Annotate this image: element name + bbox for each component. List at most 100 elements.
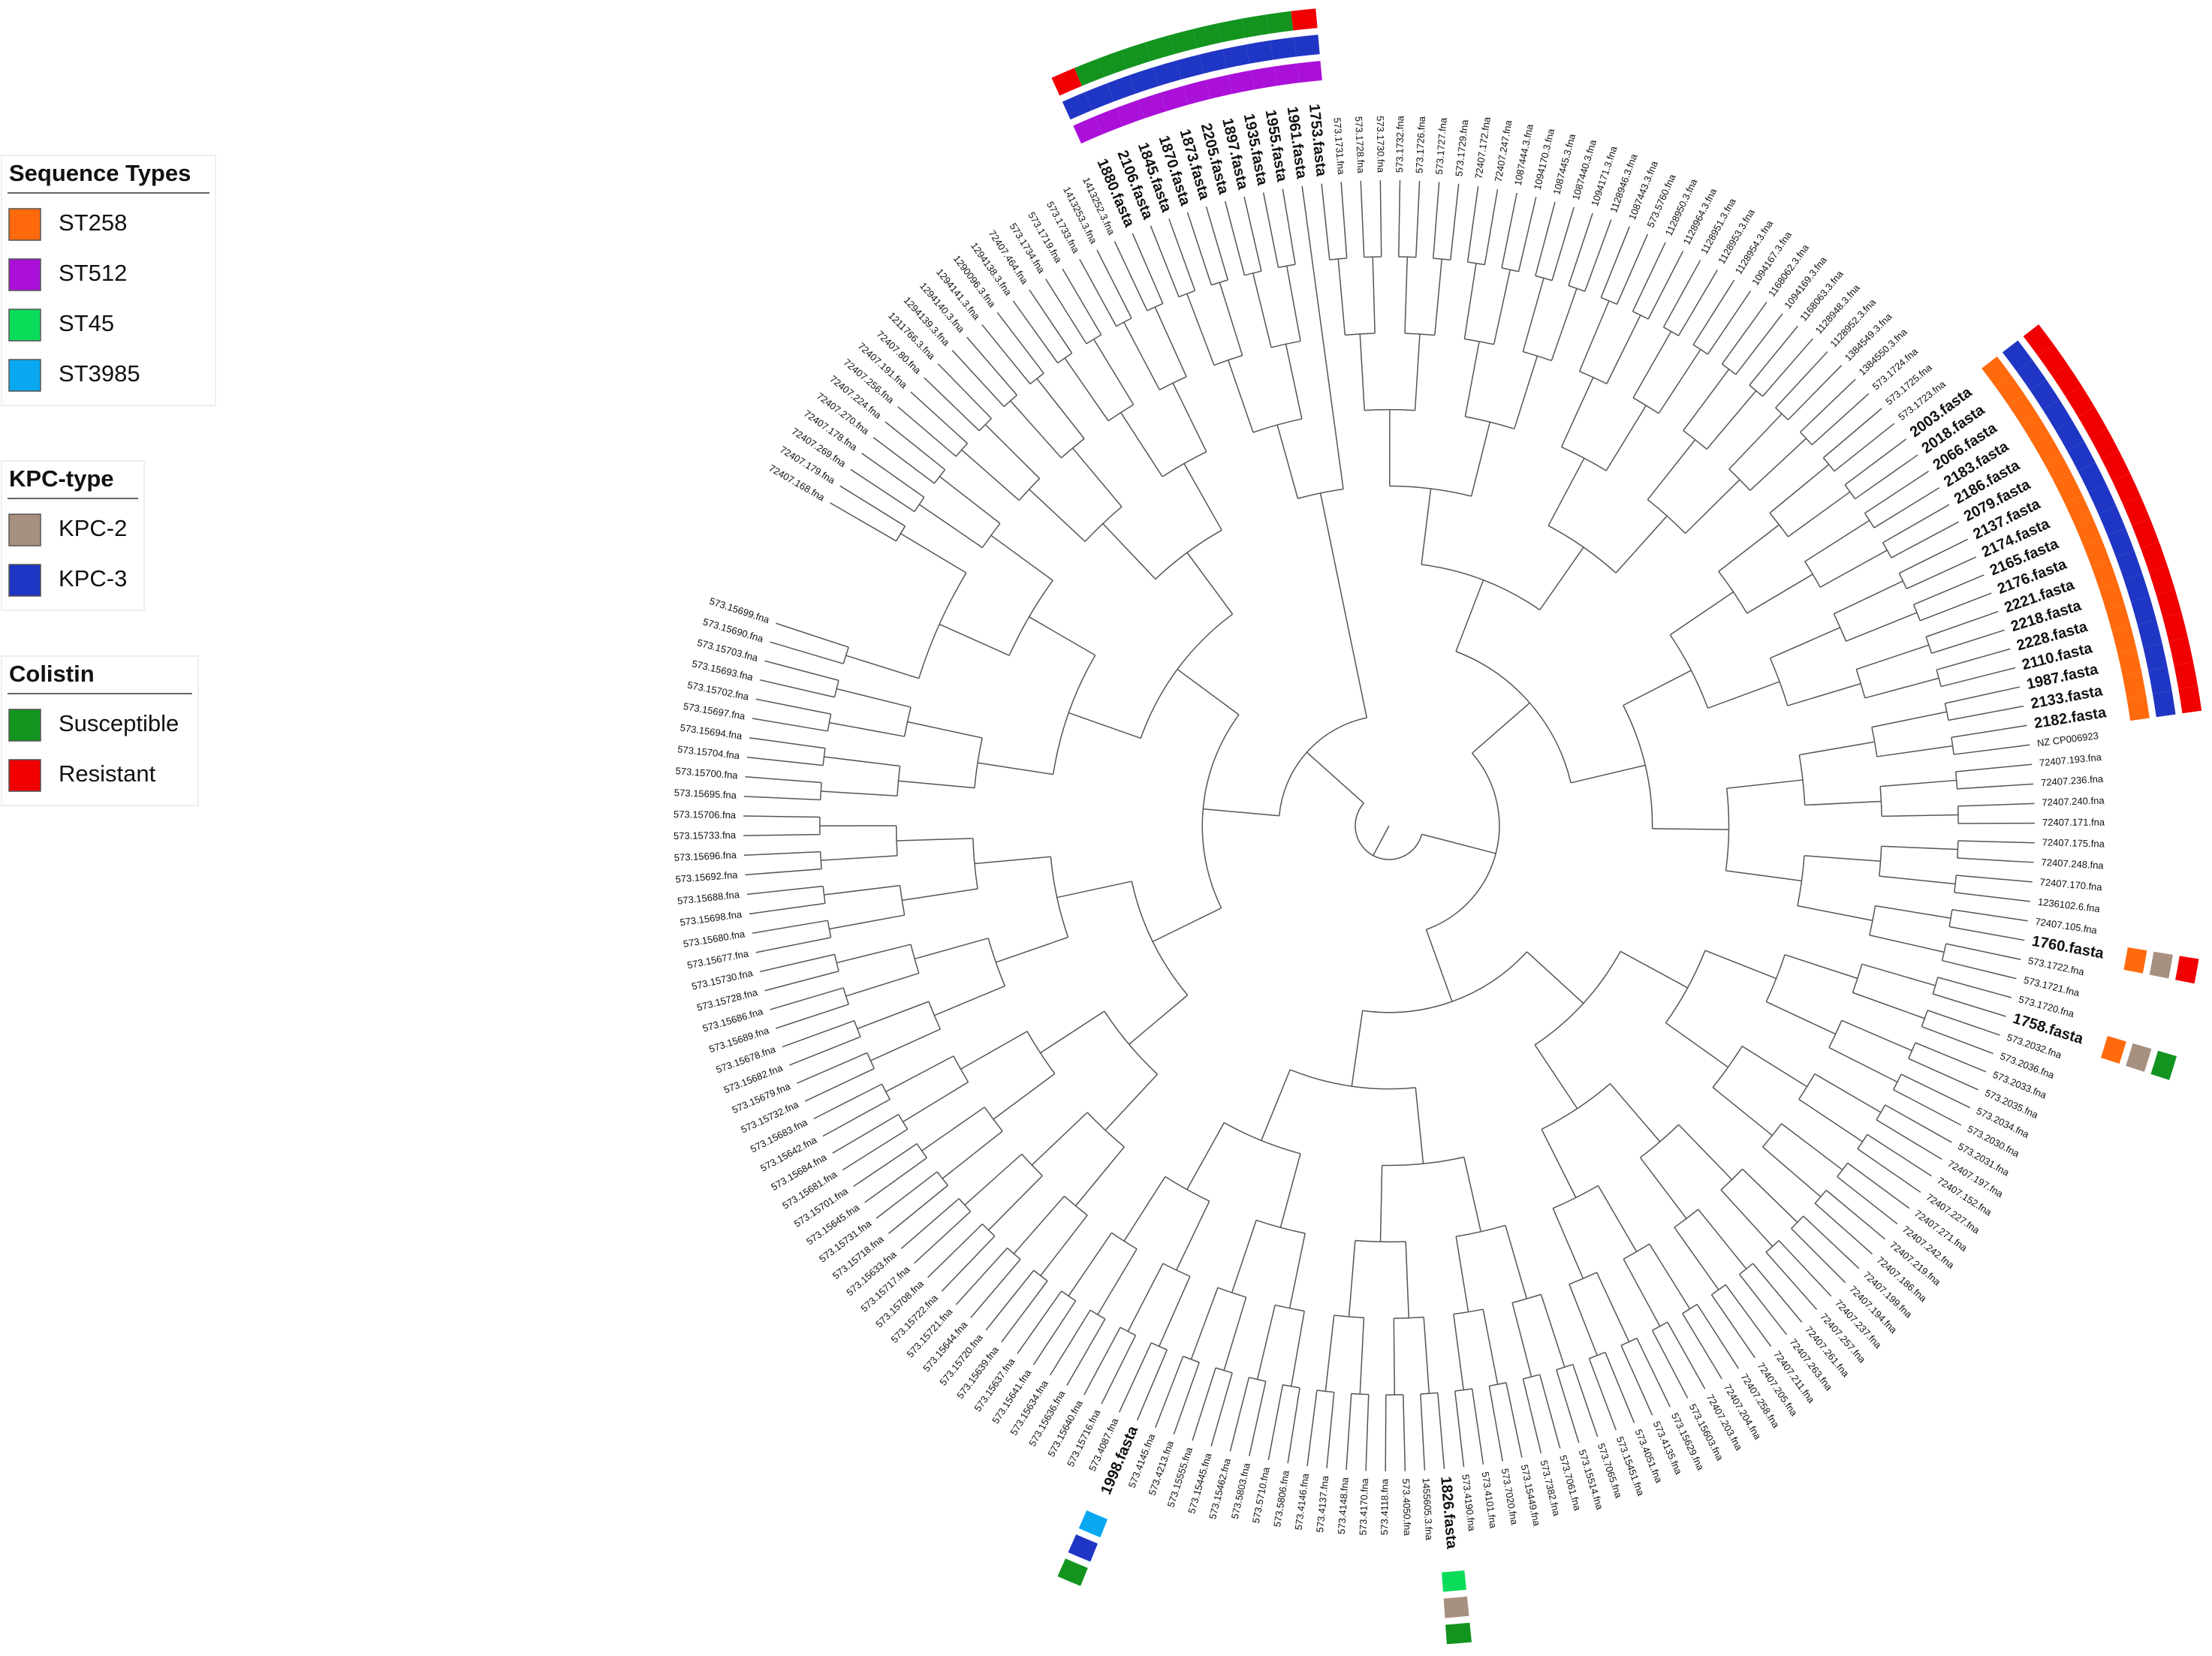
annotation-segment [2021,414,2050,444]
branch [749,902,826,915]
branch [1129,995,1189,1045]
branch [1101,1335,1137,1405]
branch [1834,580,1903,615]
legend-swatch [8,564,41,597]
branch [1913,574,1984,606]
branch [1855,454,1918,500]
branch [1279,1153,1301,1228]
legend-title: Colistin [9,661,95,687]
annotation-segment [1246,40,1273,64]
branch [1925,610,1999,638]
leaf-label: 573.4170.fna [1357,1477,1370,1535]
leaf-label: 573.15680.fna [683,928,746,950]
branch [1954,744,2030,755]
branch [1742,1168,1798,1223]
annotation-segment [2065,495,2093,525]
branch [1064,357,1109,422]
branch [1881,845,1958,851]
branch [1032,1300,1077,1365]
annotation-segment [2122,672,2147,699]
branch [1746,574,1813,614]
branch [1511,1302,1532,1377]
leaf-label: 573.1727.fna [1433,117,1449,176]
legend-swatch [8,258,41,291]
annotation-segment [2107,528,2135,558]
branch [1725,870,1802,882]
annotation-segment [2122,495,2150,526]
branch [1775,351,1828,408]
annotation-segment [1443,1596,1469,1618]
branch [1682,1313,1722,1380]
annotation-segment [1107,75,1137,102]
branch [1359,333,1365,411]
branch [1337,258,1346,336]
branch [1517,197,1537,272]
leaf-label: 72407.172.fna [1473,116,1493,179]
branch [996,936,1068,963]
branch [1488,1386,1503,1462]
branch [1306,1390,1318,1467]
branch [900,1198,960,1249]
branch [755,698,831,715]
branch [1600,226,1630,298]
branch [1678,1124,1733,1180]
branch [1534,1044,1578,1110]
annotation-segment [1068,1534,1098,1562]
branch [1787,365,1843,420]
annotation-segment [2066,441,2096,471]
branch [845,655,920,679]
branch [1547,457,1585,526]
branch [939,623,1010,656]
branch [1636,1338,1671,1408]
branch [1066,1318,1106,1386]
leaf-label: NZ CP006923 [2036,730,2099,748]
branch [1150,225,1180,297]
branch [1725,1284,1772,1347]
branch [1464,341,1480,417]
branch [1951,909,2028,922]
leaf-label: 573.15698.fna [680,908,743,928]
branch [888,1185,948,1234]
branch [1177,668,1240,715]
legend-swatch [8,208,41,241]
branch [1071,447,1123,507]
branch [1192,1367,1216,1441]
annotation-segment [2143,643,2168,671]
branch [789,1036,861,1066]
branch [1710,1294,1755,1359]
branch [1079,258,1117,327]
branch [1083,1326,1121,1396]
leaf-label: 573.15733.fna [674,830,737,842]
branch [1365,1394,1370,1471]
branch [907,721,983,739]
branch [1321,183,1331,260]
branch [1876,745,1953,757]
leaf-label: 573.15694.fna [680,722,743,742]
legend-swatch [8,513,41,546]
annotation-segment [2065,385,2095,417]
branch [1522,278,1544,352]
branch [1433,182,1440,259]
annotation-segment [1294,35,1320,57]
branch [1102,522,1156,580]
branch [836,688,912,708]
branch [745,868,822,876]
leaf-labels: 1753.fasta 573.1731.fna 573.1728.fna 573.17… [674,103,2108,1550]
annotation-segment [1216,18,1246,43]
annotation-segment [1153,60,1181,86]
annotation-segment [1251,66,1277,90]
branch [1120,412,1163,477]
branch [1847,1162,1910,1209]
branch [914,938,989,960]
branch [1288,1233,1306,1308]
branch [1223,1296,1247,1371]
branch [1762,1146,1822,1197]
branch [1787,491,1851,537]
branch [1097,1248,1138,1315]
branch [1136,1349,1168,1421]
branch [845,972,920,997]
annotation-segment [2116,550,2143,580]
branch [1584,219,1612,292]
annotation-segment [1051,68,1082,96]
annotation-segment [2112,472,2141,504]
